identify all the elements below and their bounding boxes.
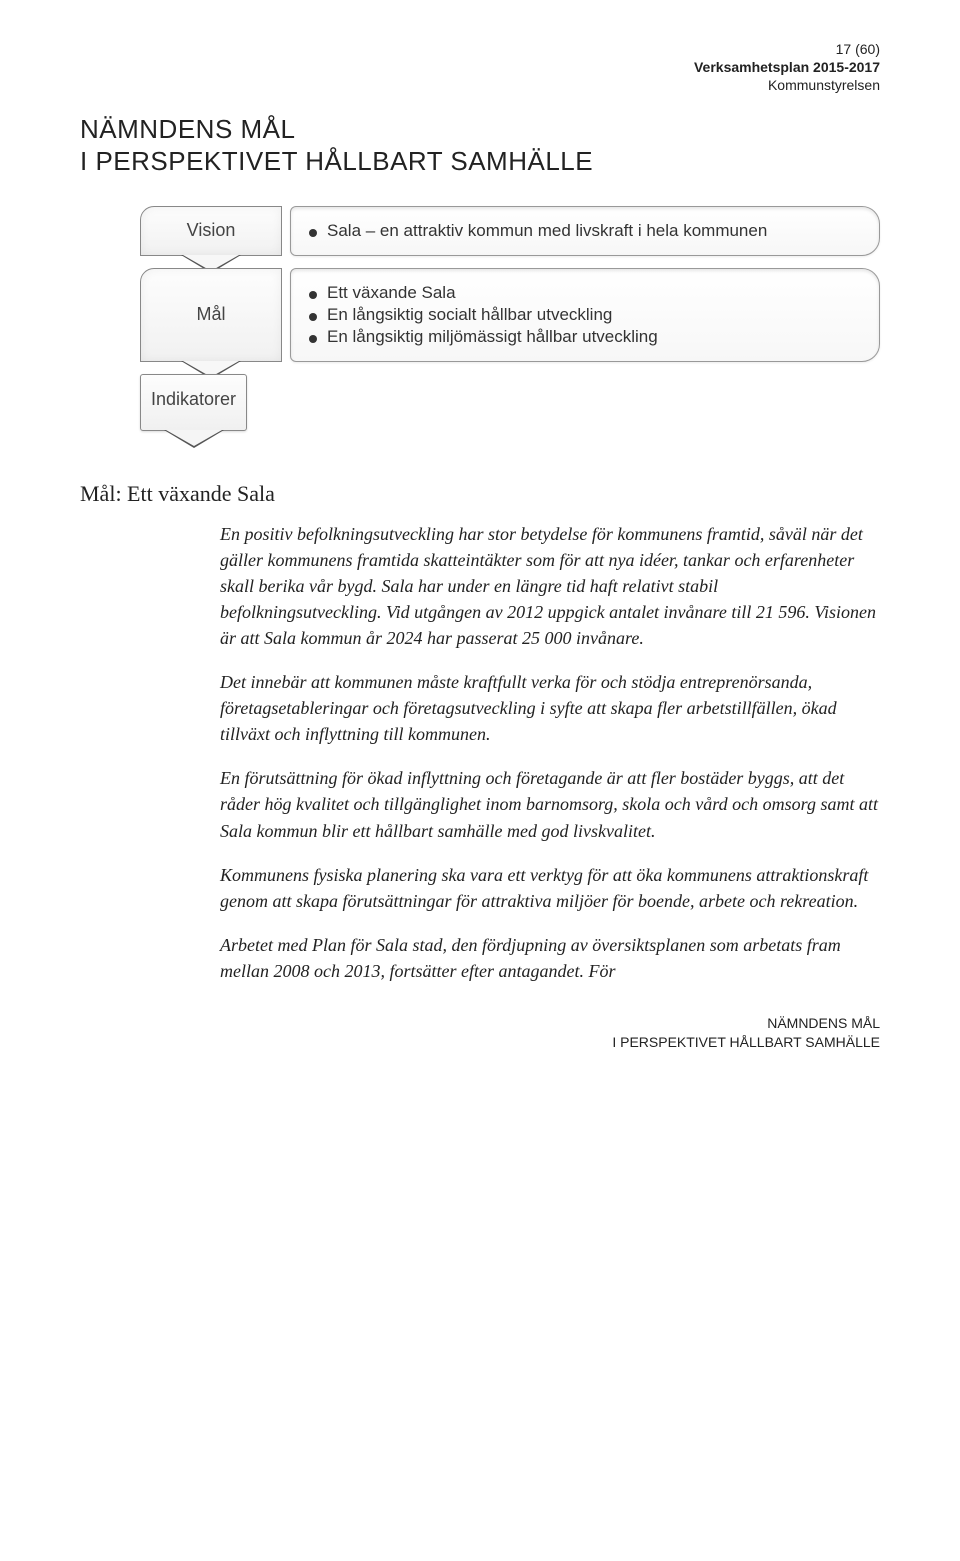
paragraph-3: En förutsättning för ökad inflyttning oc…: [220, 765, 880, 843]
paragraph-2: Det innebär att kommunen måste kraftfull…: [220, 669, 880, 747]
bullet-dot-icon: [309, 291, 317, 299]
title-line-1: NÄMNDENS MÅL: [80, 114, 295, 144]
mal-bullet-1: Ett växande Sala: [309, 283, 855, 303]
mal-bullet-1-text: Ett växande Sala: [327, 283, 456, 303]
mal-bubble: Ett växande Sala En långsiktig socialt h…: [290, 268, 880, 362]
indikatorer-label: Indikatorer: [151, 389, 236, 409]
vision-label-box: Vision: [140, 206, 282, 256]
page-title: NÄMNDENS MÅL I PERSPEKTIVET HÅLLBART SAM…: [80, 113, 880, 178]
indikatorer-row: Indikatorer: [140, 374, 880, 431]
page-header: 17 (60) Verksamhetsplan 2015-2017 Kommun…: [80, 40, 880, 95]
vision-bullet: Sala – en attraktiv kommun med livskraft…: [309, 221, 855, 241]
mal-bullet-3: En långsiktig miljömässigt hållbar utvec…: [309, 327, 855, 347]
mal-bullet-2-text: En långsiktig socialt hållbar utveckling: [327, 305, 612, 325]
paragraph-1: En positiv befolkningsutveckling har sto…: [220, 521, 880, 651]
vision-label: Vision: [187, 220, 236, 241]
mal-row: Mål Ett växande Sala En långsiktig socia…: [140, 268, 880, 362]
mal-bullet-3-text: En långsiktig miljömässigt hållbar utvec…: [327, 327, 658, 347]
mal-label-box: Mål: [140, 268, 282, 362]
indikatorer-box: Indikatorer: [140, 374, 247, 431]
bullet-dot-icon: [309, 313, 317, 321]
page-number: 17 (60): [80, 40, 880, 58]
mal-label: Mål: [196, 304, 225, 325]
bullet-dot-icon: [309, 335, 317, 343]
doc-title: Verksamhetsplan 2015-2017: [80, 58, 880, 76]
title-line-2: I PERSPEKTIVET HÅLLBART SAMHÄLLE: [80, 146, 593, 176]
org-name: Kommunstyrelsen: [80, 76, 880, 94]
paragraph-4: Kommunens fysiska planering ska vara ett…: [220, 862, 880, 914]
mal-bullet-2: En långsiktig socialt hållbar utveckling: [309, 305, 855, 325]
body-text: En positiv befolkningsutveckling har sto…: [220, 521, 880, 984]
section-heading: Mål: Ett växande Sala: [80, 481, 880, 507]
vision-bubble: Sala – en attraktiv kommun med livskraft…: [290, 206, 880, 256]
paragraph-5: Arbetet med Plan för Sala stad, den förd…: [220, 932, 880, 984]
footer-line-1: NÄMNDENS MÅL: [80, 1014, 880, 1033]
page-footer: NÄMNDENS MÅL I PERSPEKTIVET HÅLLBART SAM…: [80, 1014, 880, 1052]
footer-line-2: I PERSPEKTIVET HÅLLBART SAMHÄLLE: [80, 1033, 880, 1052]
bullet-dot-icon: [309, 229, 317, 237]
goals-diagram: Vision Sala – en attraktiv kommun med li…: [140, 206, 880, 431]
vision-bullet-text: Sala – en attraktiv kommun med livskraft…: [327, 221, 767, 241]
vision-row: Vision Sala – en attraktiv kommun med li…: [140, 206, 880, 256]
